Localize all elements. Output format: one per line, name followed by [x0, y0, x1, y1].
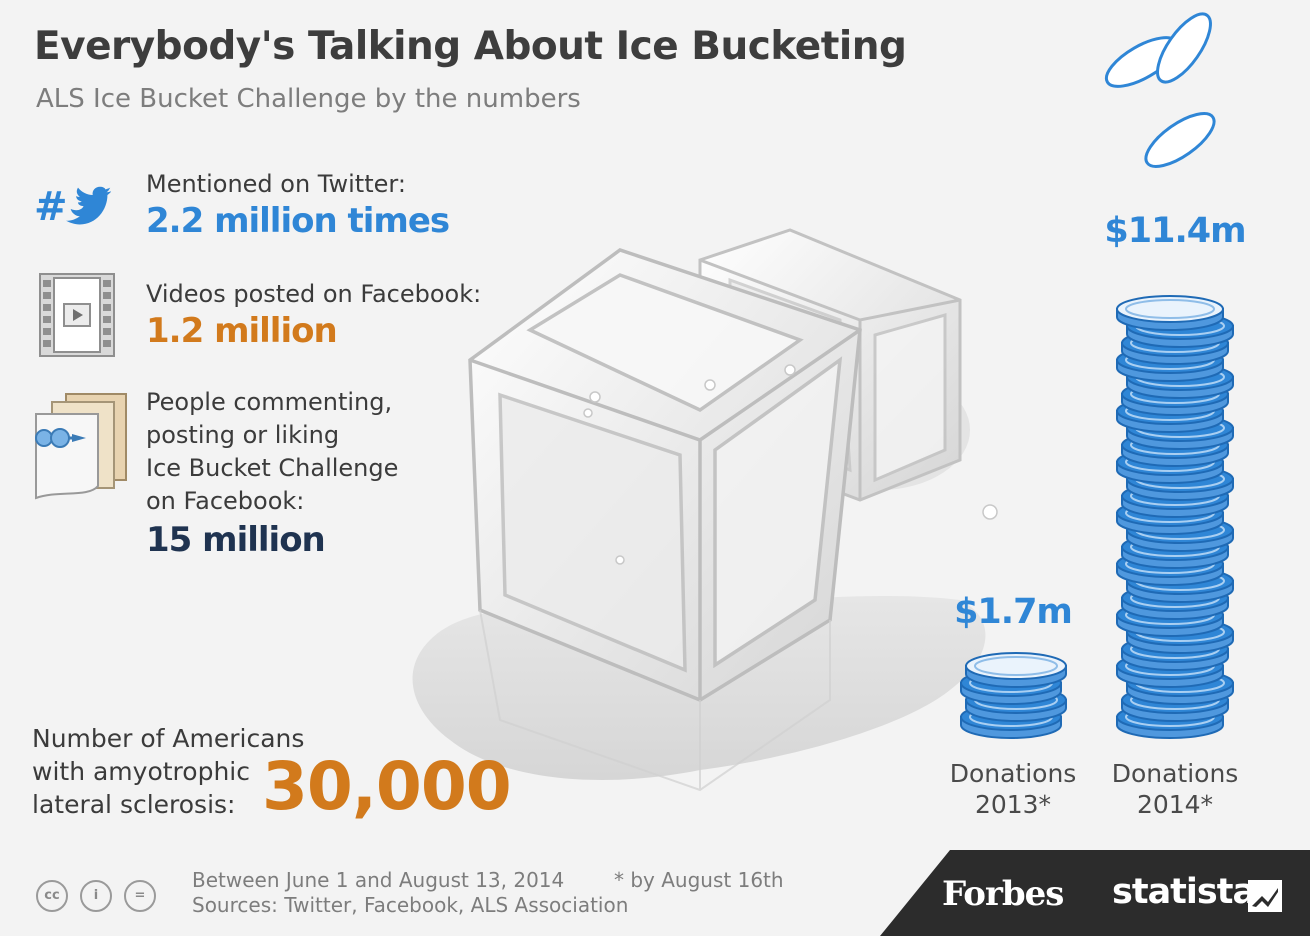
falling-coin — [1144, 112, 1216, 168]
attribution-icon: i — [80, 880, 112, 912]
bar-value-label: $11.4m — [1104, 211, 1246, 251]
svg-text:#: # — [34, 184, 68, 230]
als-label: Number of Americans with amyotrophic lat… — [32, 722, 304, 821]
label-line: on Facebook: — [146, 487, 305, 515]
label-line: People commenting, — [146, 388, 393, 416]
bar-1 — [1116, 295, 1234, 739]
facebook-engagement-label: People commenting, posting or liking Ice… — [146, 386, 398, 518]
label-line: with amyotrophic — [32, 757, 250, 786]
facebook-videos-label: Videos posted on Facebook: — [146, 280, 482, 308]
footnote-asterisk: * by August 16th — [614, 868, 784, 892]
no-derivatives-icon: = — [124, 880, 156, 912]
label-line: Number of Americans — [32, 724, 305, 753]
footnote-sources: Sources: Twitter, Facebook, ALS Associat… — [192, 893, 629, 917]
statista-mark-icon — [1248, 880, 1282, 912]
footer-band — [880, 850, 1310, 936]
creative-commons-icon: cc — [36, 880, 68, 912]
als-value: 30,000 — [262, 748, 512, 825]
label-line: lateral sclerosis: — [32, 790, 236, 819]
label-line: Ice Bucket Challenge — [146, 454, 399, 482]
category-label: Donations 2014* — [1111, 759, 1239, 819]
category-label: Donations 2013* — [949, 759, 1077, 819]
bar-0 — [960, 652, 1067, 739]
bar-value-label: $1.7m — [954, 592, 1073, 632]
facebook-videos-value: 1.2 million — [146, 311, 338, 351]
chart-subtitle: ALS Ice Bucket Challenge by the numbers — [36, 84, 581, 114]
label-line: posting or liking — [146, 421, 340, 449]
footnote-period: Between June 1 and August 13, 2014 — [192, 868, 565, 892]
statista-logo: statista — [1112, 872, 1256, 912]
facebook-engagement-value: 15 million — [146, 520, 326, 560]
twitter-value: 2.2 million times — [146, 201, 450, 241]
falling-coin — [1156, 12, 1212, 84]
documents-pin-icon — [35, 393, 127, 500]
film-strip-icon — [39, 273, 115, 357]
chart-title: Everybody's Talking About Ice Bucketing — [34, 24, 907, 69]
forbes-logo: Forbes — [942, 874, 1064, 914]
twitter-label: Mentioned on Twitter: — [146, 170, 406, 198]
twitter-hashtag-icon: # — [34, 184, 112, 230]
